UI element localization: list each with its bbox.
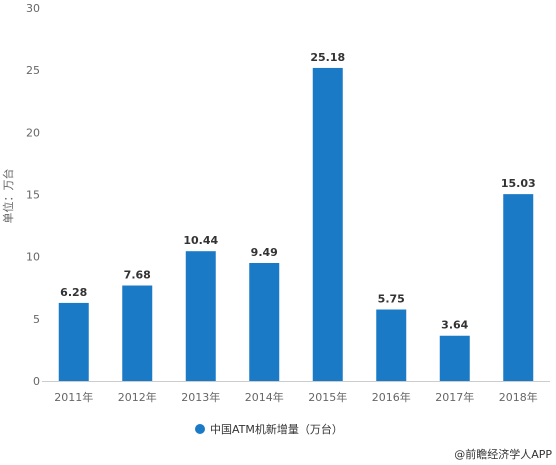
x-tick-label: 2018年 [499,390,538,404]
bars [58,67,534,382]
data-label: 15.03 [501,177,536,190]
data-label: 9.49 [251,246,278,259]
legend-marker [195,424,205,434]
x-tick-label: 2017年 [435,390,474,404]
bar [58,302,89,381]
data-label: 5.75 [378,293,405,306]
source-text: @前瞻经济学人APP [454,447,552,461]
bar [185,251,216,381]
y-tick-label: 20 [26,126,40,139]
y-tick-label: 5 [33,313,40,326]
data-labels: 6.28 7.68 10.44 9.49 25.18 5.75 3.64 15.03 [60,51,535,332]
data-label: 10.44 [183,234,218,247]
y-axis-label: 单位：万台 [1,169,15,224]
data-label: 7.68 [124,269,151,282]
bar [122,285,153,381]
bar [249,263,280,381]
y-tick-label: 15 [26,189,40,202]
y-tick-label: 10 [26,251,40,264]
x-tick-label: 2014年 [245,390,284,404]
data-label: 3.64 [441,319,468,332]
legend-label: 中国ATM机新增量（万台） [210,422,343,436]
bar [503,194,534,381]
y-tick-label: 30 [26,2,40,15]
x-tick-label: 2016年 [372,390,411,404]
y-tick-label: 25 [26,64,40,77]
y-tick-label: 0 [33,375,40,388]
data-label: 6.28 [60,286,87,299]
x-tick-label: 2011年 [54,390,93,404]
bar [376,309,407,381]
x-tick-label: 2015年 [308,390,347,404]
y-axis-ticks: 0 5 10 15 20 25 30 [26,2,40,388]
legend[interactable]: 中国ATM机新增量（万台） [195,422,343,436]
data-label: 25.18 [310,51,345,64]
bar [312,67,343,382]
x-tick-label: 2013年 [181,390,220,404]
x-axis-ticks: 2011年 2012年 2013年 2014年 2015年 2016年 2017年 2018年 [54,390,538,404]
x-tick-label: 2012年 [118,390,157,404]
bar [439,335,470,381]
